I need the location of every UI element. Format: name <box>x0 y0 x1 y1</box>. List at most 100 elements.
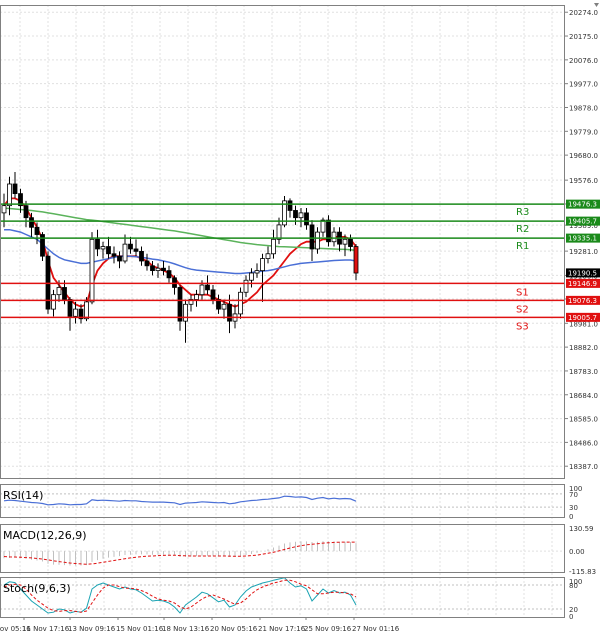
x-tick-label: 13 Nov 09:16 <box>68 625 116 633</box>
indicator-tick-label: 0 <box>569 613 573 621</box>
candle-body <box>249 272 254 281</box>
level-name-r3: R3 <box>516 207 529 218</box>
level-name-r2: R2 <box>516 224 529 235</box>
candle-body <box>29 217 34 228</box>
candle-body <box>309 224 315 250</box>
rsi-pane: RSI(14) <box>0 489 565 508</box>
candle-body <box>89 238 95 303</box>
candle-body <box>326 219 331 243</box>
candle-body <box>73 308 78 317</box>
candle-body <box>51 294 56 310</box>
level-price-tag <box>566 278 600 288</box>
candle-body <box>1 205 7 214</box>
candle-body <box>260 258 265 272</box>
level-price-tag <box>566 233 600 243</box>
y-tick-label: 18783.0 <box>569 368 598 376</box>
candle-body <box>161 267 166 272</box>
level-price-label: 19476.3 <box>568 201 597 209</box>
candle-body <box>304 212 309 226</box>
price-frame <box>0 5 565 479</box>
y-tick-label: 20076.0 <box>569 57 598 65</box>
x-tick-label: 27 Nov 01:16 <box>352 625 400 633</box>
last-price-label: 19190.5 <box>568 269 597 277</box>
level-price-label: 19146.9 <box>568 280 597 288</box>
candle-body <box>34 226 40 235</box>
indicator-tick-label: 130.59 <box>569 525 594 533</box>
candle-body <box>216 299 221 310</box>
x-tick-label: 11 Nov 17:16 <box>22 625 70 633</box>
y-tick-label: 19977.0 <box>569 81 598 89</box>
candle-body <box>56 287 62 296</box>
candle-body <box>166 270 172 279</box>
level-price-label: 19005.7 <box>568 314 597 322</box>
y-tick-label: 18882.0 <box>569 344 598 352</box>
grid <box>0 5 565 617</box>
candle-body <box>117 255 122 262</box>
candle-body <box>23 205 29 219</box>
candle-body <box>265 253 271 259</box>
candle-body <box>221 303 227 310</box>
indicator-tick-label: 20 <box>569 606 578 614</box>
candle-body <box>183 303 188 322</box>
candle-body <box>298 212 304 219</box>
indicator-tick-label: 70 <box>569 491 578 499</box>
x-tick-label: 20 Nov 05:16 <box>210 625 258 633</box>
x-tick-label: 8 Nov 05:16 <box>0 625 31 633</box>
y-tick-label: 19779.0 <box>569 128 598 136</box>
indicator-tick-label: 0 <box>569 513 573 521</box>
candle-body <box>320 219 326 233</box>
scroll-marker-icon <box>594 3 599 7</box>
level-price-tag <box>566 199 600 209</box>
level-name-r1: R1 <box>516 241 529 252</box>
level-price-label: 19335.1 <box>568 235 597 243</box>
y-tick-label: 19878.0 <box>569 104 598 112</box>
candle-body <box>177 287 183 322</box>
indicator-tick-label: 100 <box>569 485 582 493</box>
candle-body <box>331 231 337 243</box>
level-name-s2: S2 <box>516 304 529 315</box>
y-tick-label: 18585.0 <box>569 416 598 424</box>
candle-body <box>238 291 243 315</box>
level-price-tag <box>566 216 600 226</box>
y-tick-label: 19281.0 <box>569 248 598 256</box>
candle-body <box>348 238 353 247</box>
indicator-tick-label: 30 <box>569 504 578 512</box>
level-name-s3: S3 <box>516 321 529 332</box>
indicator-tick-label: 0.00 <box>569 548 585 556</box>
y-tick-label: 19680.0 <box>569 152 598 160</box>
rsi-line <box>3 495 357 506</box>
y-tick-label: 18486.0 <box>569 439 598 447</box>
candle-body <box>155 267 161 272</box>
macd-frame <box>0 524 565 573</box>
level-name-s1: S1 <box>516 287 529 298</box>
candle-body <box>84 301 89 320</box>
y-tick-label: 20175.0 <box>569 33 598 41</box>
x-tick-label: 18 Nov 13:16 <box>162 625 210 633</box>
x-tick-label: 25 Nov 09:16 <box>304 625 352 633</box>
candle-body <box>342 238 348 245</box>
candle-body <box>150 265 155 272</box>
candle-body <box>12 183 18 195</box>
candle-body <box>227 303 232 322</box>
y-tick-label: 19576.0 <box>569 177 598 185</box>
indicator-tick-label: -115.83 <box>569 568 596 576</box>
candle-body <box>62 287 67 300</box>
price-pane: R3 R2 R1 S1 S2 S3 <box>0 171 565 343</box>
y-tick-label: 18981.0 <box>569 320 598 328</box>
candle-body <box>271 238 276 255</box>
indicator-title: MACD(12,26,9) <box>3 529 87 542</box>
y-tick-label: 20274.0 <box>569 9 598 17</box>
candle-body <box>100 246 106 250</box>
candle-body <box>188 299 194 305</box>
stoch-frame <box>0 577 565 618</box>
macd-pane: MACD(12,26,9) <box>0 529 565 566</box>
x-tick-label: 21 Nov 17:16 <box>258 625 306 633</box>
stoch-pane: Stoch(9,6,3) <box>0 577 565 614</box>
candle-body <box>293 210 298 219</box>
macd-signal-line <box>3 541 357 565</box>
x-tick-label: 15 Nov 01:16 <box>116 625 164 633</box>
level-price-tag <box>566 295 600 305</box>
y-tick-label: 18684.0 <box>569 392 598 400</box>
level-price-tag <box>566 312 600 322</box>
candle-body <box>205 284 210 291</box>
